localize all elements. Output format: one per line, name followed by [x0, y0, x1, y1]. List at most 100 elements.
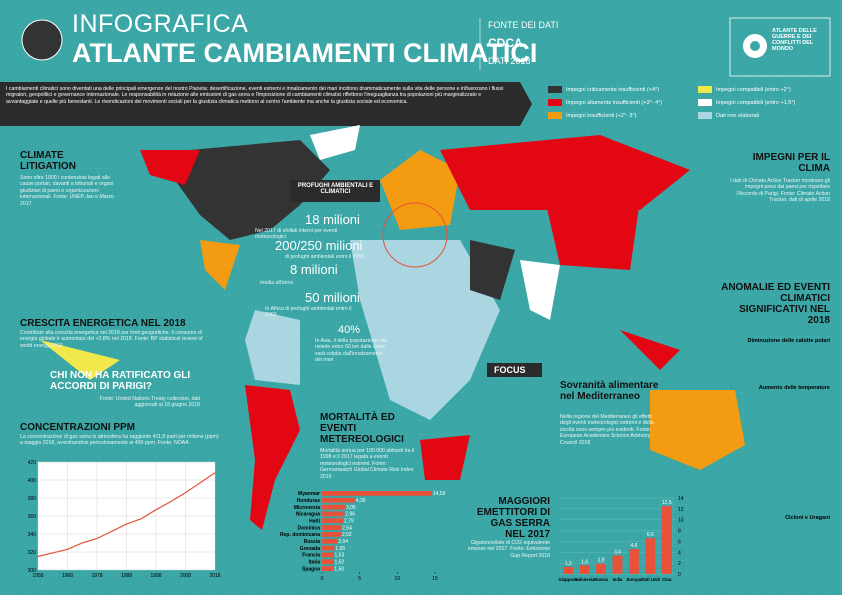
legend-item: Impegni compatibili (entro +2°) [698, 86, 791, 93]
section-title: CLIMATE LITIGATION [20, 150, 76, 172]
category-label: Grenada [300, 546, 321, 552]
anomaly: Cicloni e Uragani [785, 515, 830, 521]
bar [612, 555, 623, 574]
value-label: 1,3 [565, 561, 572, 567]
bar [322, 504, 345, 510]
focus-title: Sovranità alimentare nel Mediterraneo [560, 380, 659, 402]
category-label: Giappone [559, 577, 579, 582]
section-title: MAGGIORI EMETTITORI DI GAS SERRA NEL 201… [476, 496, 550, 540]
stat-text: di profughi ambientali entro il 2050 [285, 254, 365, 260]
legend-swatch [698, 86, 712, 93]
category-label: Francia [302, 553, 320, 559]
value-label: 4,36 [356, 498, 366, 504]
anomaly: Aumento delle temperature [758, 385, 830, 391]
legend: Impegni criticamente insufficienti (<4°)… [548, 86, 833, 126]
legend-item: Impegni insufficienti (+2°- 3°) [548, 112, 636, 119]
x-tick-label: 10 [395, 576, 401, 582]
category-label: Europa [627, 577, 642, 582]
category-label: Russia [304, 539, 321, 545]
category-label: India [613, 577, 623, 582]
section-text: Contributo alla crescita energetica nel … [20, 330, 203, 349]
category-label: Cina [662, 577, 672, 582]
title: ATLANTE CAMBIAMENTI CLIMATICI [72, 38, 538, 68]
category-label: Nicaragua [296, 512, 320, 518]
refugees-title: PROFUGHI AMBIENTALI E CLIMATICI [297, 183, 374, 195]
legend-swatch [548, 86, 562, 93]
source: CDCA [488, 36, 523, 50]
category-label: Micronesia [294, 505, 320, 511]
section-text: La concentrazione di gas serra in atmosf… [20, 434, 219, 447]
section-text: Sono oltre 1000 i contenziosi legati all… [20, 175, 114, 207]
bar [322, 525, 342, 530]
legend-swatch [698, 99, 712, 106]
section-text: Fonte: United Nations Treaty collection,… [99, 396, 200, 409]
x-tick-label: 5 [358, 576, 361, 582]
bar [322, 497, 355, 503]
legend-swatch [548, 99, 562, 106]
kicker: INFOGRAFICA [72, 10, 249, 38]
bar [645, 538, 656, 574]
intro-box [0, 82, 520, 126]
value-label: 2,79 [344, 518, 354, 524]
section-title: ANOMALIE ED EVENTI CLIMATICI SIGNIFICATI… [721, 282, 830, 326]
value-label: 2,04 [338, 539, 348, 545]
source-label: FONTE DEI DATI [488, 20, 559, 30]
stat: 8 milioni [290, 262, 338, 277]
category-label: Honduras [297, 498, 321, 504]
legend-swatch [548, 112, 562, 119]
logo-text: ATLANTE DELLE GUERRE E DEI CONFLITTI DEL… [772, 28, 817, 52]
y-tick-label: 400 [28, 478, 37, 484]
bar [322, 552, 334, 558]
value-label: 1,6 [581, 559, 588, 565]
legend-label: Impegni altamente insufficienti (+3°- 4°… [566, 99, 663, 106]
x-tick-label: 1988 [121, 573, 132, 579]
bar [596, 563, 606, 574]
value-label: 1,9 [598, 558, 605, 564]
legend-label: Impegni insufficienti (+2°- 3°) [566, 112, 637, 119]
stat-text: In Africa di profughi ambientali entro i… [265, 306, 352, 319]
value-label: 14,59 [433, 491, 446, 497]
category-label: Spagna [302, 566, 320, 572]
value-label: 3,05 [346, 505, 356, 511]
bar [322, 559, 334, 565]
stat: 50 milioni [305, 290, 360, 305]
value-label: 12,5 [662, 500, 672, 506]
stat-text: In Asia, il della popolazione che risied… [315, 338, 388, 364]
stat-text: media all'anno [260, 280, 294, 286]
bar [322, 491, 432, 496]
bar [629, 549, 639, 574]
category-label: Stati Uniti [641, 577, 661, 582]
bar [661, 506, 672, 574]
value-label: 1,53 [335, 553, 345, 559]
section-text: Mortalità annua per 100.000 abitanti tra… [320, 448, 415, 480]
y-tick-label: 300 [28, 568, 37, 574]
legend-item: Impegni compatibili (entro +1,5°) [698, 99, 795, 106]
legend-label: Impegni criticamente insufficienti (<4°) [566, 86, 660, 93]
category-label: Indonesia [575, 577, 595, 582]
bar [563, 566, 574, 574]
x-tick-label: 1998 [150, 573, 161, 579]
legend-item: Dati non elaborati [698, 112, 759, 119]
y-tick-label: 8 [678, 529, 681, 535]
stat-text: Nel 2017 di sfollati interni per eventi … [255, 228, 338, 241]
intro: I cambiamenti climatici sono diventati u… [6, 86, 504, 105]
legend-label: Impegni compatibili (entro +2°) [716, 86, 791, 93]
legend-label: Impegni compatibili (entro +1,5°) [716, 99, 796, 106]
x-tick-label: 2018 [209, 573, 220, 579]
section-title: CONCENTRAZIONI PPM [20, 422, 135, 433]
stat: 200/250 milioni [275, 238, 363, 253]
focus: FOCUS [494, 365, 526, 375]
legend-item: Impegni criticamente insufficienti (<4°) [548, 86, 659, 93]
section-title: CHI NON HA RATIFICATO GLI ACCORDI DI PAR… [50, 370, 191, 392]
section-text: I dati di Climate Action Tracker mostran… [730, 178, 830, 204]
category-label: Italia [309, 559, 321, 565]
y-tick-label: 6 [678, 539, 681, 545]
bar [322, 532, 341, 537]
category-label: Haiti [309, 518, 320, 524]
section-title: MORTALITÀ ED EVENTI METEREOLOGICI [320, 412, 404, 445]
category-label: Rep. dominicana [280, 532, 320, 538]
x-tick-label: 0 [321, 576, 324, 582]
legend-label: Dati non elaborati [716, 112, 760, 119]
y-tick-label: 320 [28, 550, 37, 556]
